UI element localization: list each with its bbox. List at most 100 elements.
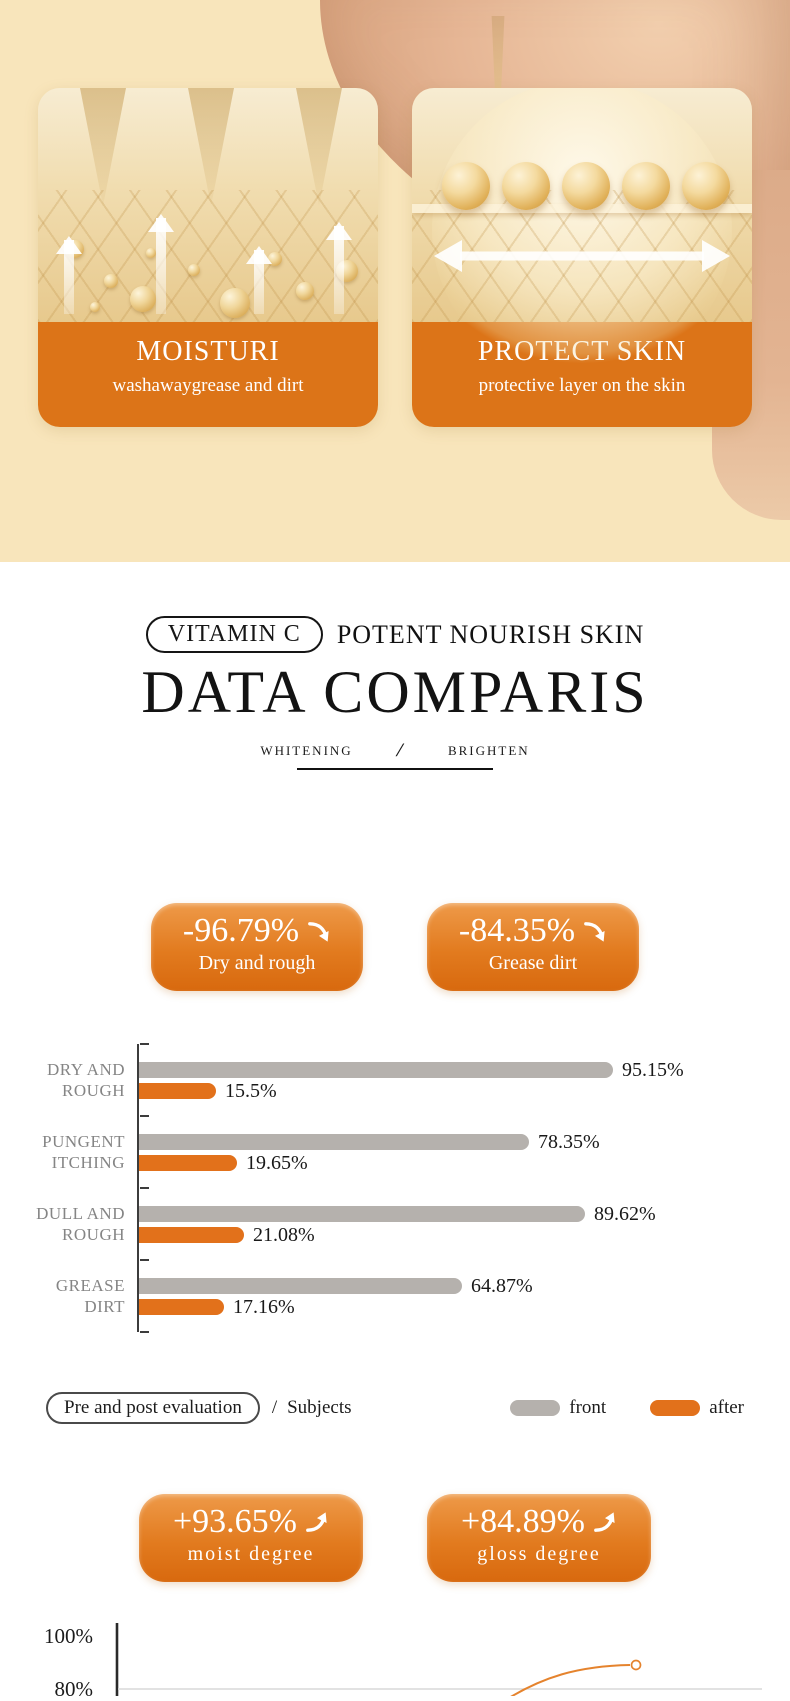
card-subtitle: protective layer on the skin: [478, 374, 686, 396]
trend-down-icon: [584, 921, 605, 942]
bar-value-label: 19.65%: [246, 1152, 308, 1174]
legend-swatch-front: [510, 1400, 561, 1416]
skin-groove-shape: [80, 88, 126, 206]
stat-label: Dry and rough: [198, 952, 316, 974]
legend-item-after: after: [650, 1397, 744, 1419]
bar-front: [139, 1206, 585, 1222]
bar-rows: DRY AND ROUGH 95.15% 15.5% PUNGENT ITCHING 7…: [0, 1036, 790, 1332]
stat-badge-gloss: +84.89% gloss degree: [427, 1494, 651, 1582]
bar-front: [139, 1278, 462, 1294]
chart-footer: Pre and post evaluation / Subjects front…: [0, 1392, 790, 1424]
ytick-80: 80%: [55, 1677, 94, 1696]
bar-category-label: GREASE DIRT: [55, 1276, 125, 1316]
trend-up-icon: [594, 1511, 615, 1532]
bar-chart-row: DULL AND ROUGH 89.62% 21.08%: [0, 1188, 790, 1260]
legend-label: front: [569, 1397, 607, 1418]
up-arrow-icon: [148, 214, 174, 314]
bubble: [104, 274, 118, 288]
up-arrow-icon: [246, 246, 272, 314]
stat-value: -84.35%: [458, 912, 576, 949]
serum-sphere: [622, 162, 670, 210]
up-arrow-icon: [326, 222, 352, 314]
bar-value-label: 21.08%: [253, 1224, 315, 1246]
protective-layer-illustration: [412, 88, 752, 380]
bubble: [188, 264, 200, 276]
bar-value-label: 89.62%: [594, 1203, 656, 1225]
bar-after: [139, 1299, 224, 1315]
axis-tick: [140, 1259, 149, 1261]
bar-value-label: 64.87%: [471, 1275, 533, 1297]
legend-item-front: front: [510, 1397, 606, 1419]
bar-category-label: DRY AND ROUGH: [47, 1060, 125, 1100]
bar-category-label: DULL AND ROUGH: [36, 1204, 125, 1244]
benefit-card-moisturize: MOISTURI washawaygrease and dirt: [38, 88, 378, 427]
evaluation-pill: Pre and post evaluation: [46, 1392, 260, 1424]
bar-front: [139, 1062, 613, 1078]
bar-after: [139, 1155, 237, 1171]
slash-divider: /: [394, 740, 407, 761]
subjects-label: Subjects: [287, 1397, 352, 1418]
hero-section: MOISTURI washawaygrease and dirt PROTECT…: [0, 0, 790, 562]
serum-sphere: [682, 162, 730, 210]
card-title: MOISTURI: [136, 336, 280, 367]
bar-chart-row: GREASE DIRT 64.87% 17.16%: [0, 1260, 790, 1332]
bubble: [90, 302, 100, 312]
skin-groove-shape: [296, 88, 342, 206]
legend-swatch-after: [650, 1400, 701, 1416]
bar-chart-row: DRY AND ROUGH 95.15% 15.5%: [0, 1044, 790, 1116]
bar-after: [139, 1083, 216, 1099]
skin-layer-illustration: [38, 88, 378, 322]
card-caption-band: MOISTURI washawaygrease and dirt: [38, 322, 378, 427]
serum-sphere: [502, 162, 550, 210]
trend-line-chart-svg: 100% 80%: [44, 1623, 762, 1701]
heading-section: VITAMIN C POTENT NOURISH SKIN DATA COMPA…: [0, 616, 790, 770]
card-subtitle: washawaygrease and dirt: [112, 374, 304, 396]
bar-category-label: PUNGENT ITCHING: [42, 1132, 125, 1172]
bar-value-label: 15.5%: [225, 1080, 277, 1102]
stat-badges-bottom: +93.65% moist degree +84.89% gloss degre…: [0, 1494, 790, 1582]
serum-sphere: [442, 162, 490, 210]
axis-tick: [140, 1043, 149, 1045]
magnifier-sphere: [432, 88, 732, 380]
page-title: DATA COMPARIS: [141, 659, 649, 725]
trend-endpoint-marker: [630, 1659, 642, 1671]
bar-value-label: 78.35%: [538, 1131, 600, 1153]
slash-divider: /: [271, 1397, 278, 1418]
bubble: [130, 286, 156, 312]
benefit-card-protect: PROTECT SKIN protective layer on the ski…: [412, 88, 752, 427]
bar-after: [139, 1227, 244, 1243]
stat-label: moist degree: [187, 1543, 315, 1565]
trend-curve: [503, 1664, 631, 1701]
vitamin-c-pill: VITAMIN C: [145, 616, 323, 653]
stat-label: gloss degree: [477, 1543, 601, 1565]
sub-label-whitening: WHITENING: [260, 743, 353, 758]
ytick-100: 100%: [44, 1624, 93, 1648]
axis-tick: [140, 1331, 149, 1333]
stat-label: Grease dirt: [488, 952, 578, 974]
axis-tick: [140, 1187, 149, 1189]
stat-value: +93.65%: [173, 1503, 297, 1540]
axis-tick: [140, 1115, 149, 1117]
serum-sphere: [562, 162, 610, 210]
tagline: POTENT NOURISH SKIN: [336, 619, 645, 649]
sub-label-brighten: BRIGHTEN: [447, 743, 530, 758]
stat-badge-dry-rough: -96.79% Dry and rough: [151, 903, 363, 991]
bar-front: [139, 1134, 529, 1150]
trend-down-icon: [308, 921, 329, 942]
up-arrow-icon: [56, 236, 82, 314]
trend-up-icon: [306, 1511, 327, 1532]
bar-value-label: 95.15%: [622, 1059, 684, 1081]
stat-badges-top: -96.79% Dry and rough -84.35% Grease dir…: [0, 903, 790, 991]
stat-badge-grease-dirt: -84.35% Grease dirt: [427, 903, 639, 991]
underline-rule: [297, 768, 493, 770]
skin-lattice-pattern: [38, 190, 378, 322]
trend-line-chart: 100% 80%: [0, 1533, 790, 1701]
stat-value: -96.79%: [182, 912, 300, 949]
comparison-bar-chart: DRY AND ROUGH 95.15% 15.5% PUNGENT ITCHING 7…: [0, 1036, 790, 1340]
skin-groove-shape: [188, 88, 234, 206]
legend-label: after: [709, 1397, 744, 1418]
bubble: [220, 288, 250, 318]
bar-chart-row: PUNGENT ITCHING 78.35% 19.65%: [0, 1116, 790, 1188]
bubble: [146, 248, 156, 258]
bar-value-label: 17.16%: [233, 1296, 295, 1318]
